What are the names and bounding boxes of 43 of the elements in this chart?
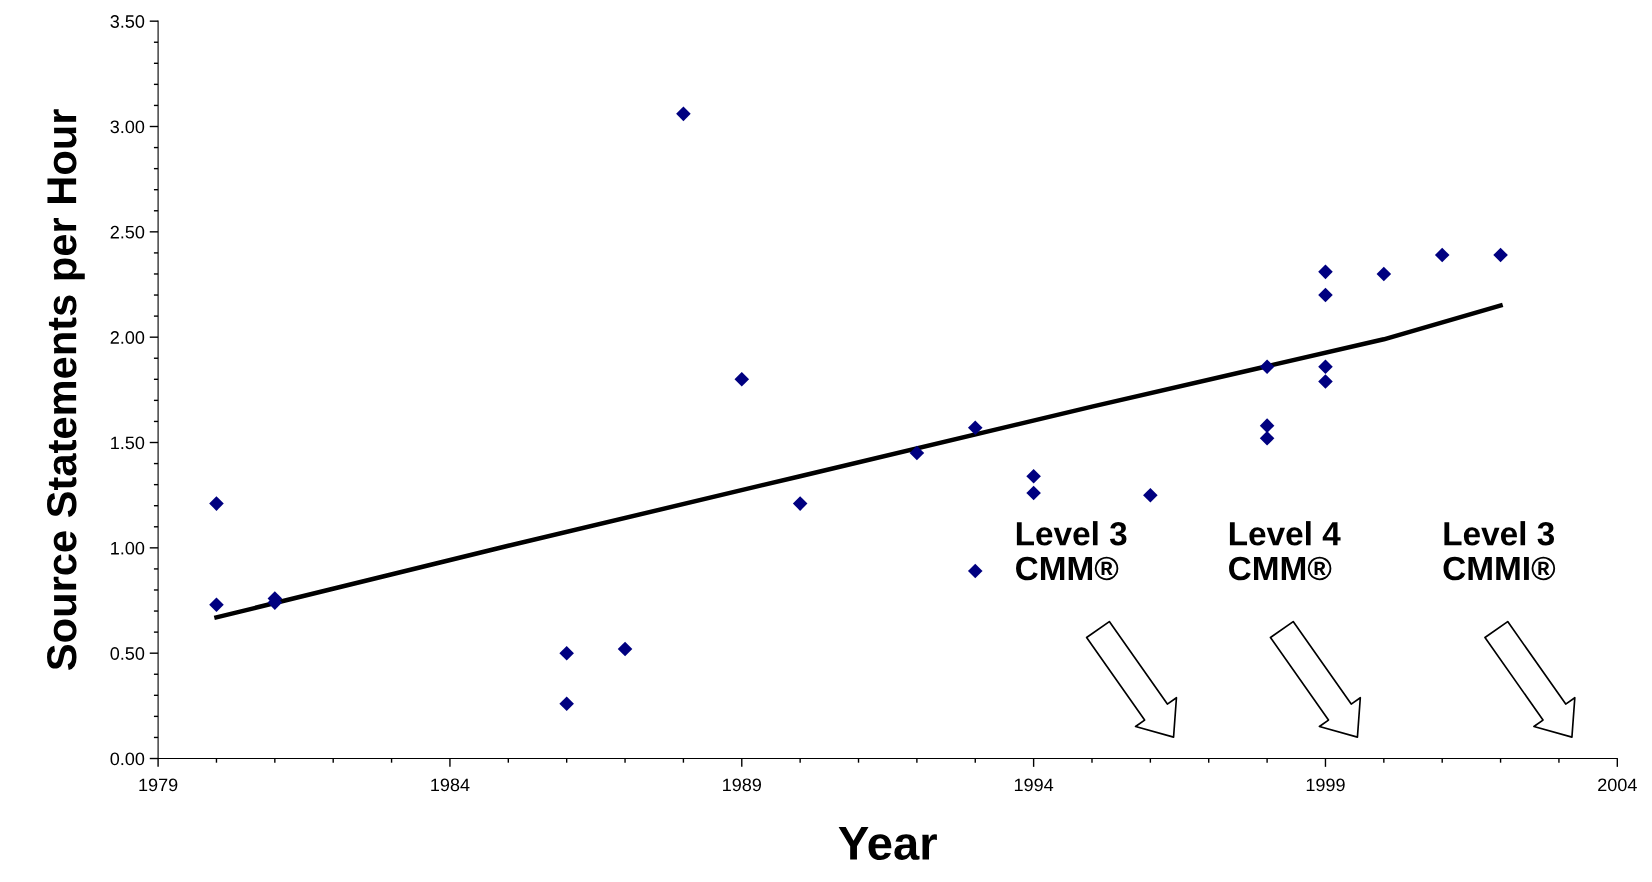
point: [1259, 359, 1275, 374]
point: [559, 645, 574, 661]
y-tick-label: 0.50: [110, 647, 145, 660]
x-tick-label: 1979: [139, 778, 178, 792]
point: [1143, 487, 1158, 503]
point: [209, 597, 224, 613]
point: [792, 496, 808, 511]
annotation: Level 3 CMM®: [1016, 521, 1127, 581]
point: [1318, 264, 1333, 280]
point: [1026, 468, 1041, 484]
point: [676, 106, 691, 122]
point: [1318, 359, 1333, 374]
y-tick-label: 2.00: [110, 331, 145, 344]
point: [559, 696, 574, 712]
point: [1493, 247, 1508, 263]
y-tick-label: 0.00: [110, 752, 145, 766]
y-tick-label: 1.50: [111, 436, 145, 450]
point: [909, 445, 925, 461]
y-tick-label: 1.00: [111, 541, 145, 555]
y-tick-label: 2.50: [110, 225, 145, 239]
point: [617, 641, 633, 657]
point: [209, 496, 224, 511]
point: [967, 420, 983, 436]
point: [1318, 374, 1333, 389]
annotation: Level 3 CMMI®: [1443, 521, 1556, 581]
x-tick-label: 1989: [723, 778, 762, 792]
x-tick-label: 1999: [1306, 778, 1345, 792]
point: [1376, 266, 1392, 282]
point: [734, 372, 750, 387]
y-tick-label: 3.00: [110, 120, 145, 134]
point: [1434, 247, 1450, 263]
x-tick-label: 1984: [431, 778, 470, 792]
point: [1318, 287, 1333, 303]
y-axis-title: Source Statements per Hour: [47, 109, 85, 670]
x-tick-label: 2004: [1598, 778, 1637, 792]
point: [1259, 418, 1275, 433]
point: [967, 563, 983, 579]
point: [1026, 485, 1041, 501]
x-tick-label: 1994: [1014, 778, 1054, 792]
x-axis-title: Year: [838, 827, 937, 861]
point: [1259, 431, 1275, 446]
annotation: Level 4 CMM®: [1229, 521, 1341, 581]
y-tick-label: 3.50: [110, 15, 145, 28]
